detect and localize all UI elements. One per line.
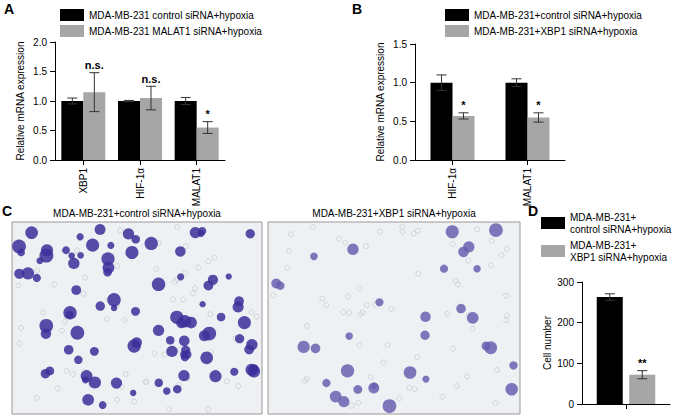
svg-text:MALAT1: MALAT1 — [191, 168, 202, 207]
svg-text:Relative mRNA expression: Relative mRNA expression — [375, 43, 386, 162]
svg-text:200: 200 — [557, 317, 574, 328]
svg-text:HIF-1α: HIF-1α — [135, 168, 146, 199]
svg-text:0: 0 — [568, 399, 574, 410]
svg-text:B: B — [352, 1, 362, 17]
svg-text:100: 100 — [557, 358, 574, 369]
svg-text:XBP1: XBP1 — [78, 168, 89, 194]
svg-text:C: C — [2, 203, 12, 219]
svg-text:MDA-MB-231+XBP1 siRNA+hypoxia: MDA-MB-231+XBP1 siRNA+hypoxia — [312, 208, 476, 219]
svg-text:MALAT1: MALAT1 — [522, 168, 533, 207]
svg-text:0.0: 0.0 — [393, 155, 407, 166]
svg-text:control siRNA+hypoxia: control siRNA+hypoxia — [570, 224, 672, 235]
svg-text:*: * — [461, 99, 466, 111]
svg-text:0.0: 0.0 — [33, 155, 47, 166]
svg-text:MDA-MB-231+: MDA-MB-231+ — [570, 212, 637, 223]
svg-text:XBP1 siRNA+hypoxia: XBP1 siRNA+hypoxia — [570, 252, 667, 263]
svg-text:300: 300 — [557, 277, 574, 288]
svg-text:MDA-MB-231+: MDA-MB-231+ — [570, 240, 637, 251]
svg-text:MDA-MB-231+XBP1 siRNA+hypoxia: MDA-MB-231+XBP1 siRNA+hypoxia — [474, 26, 638, 37]
svg-text:n.s.: n.s. — [85, 59, 104, 71]
svg-text:D: D — [528, 203, 539, 219]
svg-text:MDA-MB-231 control siRNA+hypox: MDA-MB-231 control siRNA+hypoxia — [89, 10, 254, 21]
svg-text:*: * — [536, 99, 541, 111]
svg-text:1.5: 1.5 — [393, 39, 407, 50]
svg-text:HIF-1α: HIF-1α — [447, 168, 458, 199]
svg-text:n.s.: n.s. — [142, 73, 161, 85]
svg-text:A: A — [4, 1, 14, 17]
svg-text:**: ** — [638, 357, 647, 369]
svg-text:MDA-MB-231+control siRNA+hypox: MDA-MB-231+control siRNA+hypoxia — [474, 10, 642, 21]
svg-text:0.5: 0.5 — [33, 125, 47, 136]
svg-text:Cell number: Cell number — [542, 315, 553, 370]
svg-text:1.0: 1.0 — [393, 77, 407, 88]
svg-text:Relative mRNA expression: Relative mRNA expression — [15, 42, 26, 161]
svg-text:1.0: 1.0 — [33, 96, 47, 107]
svg-text:0.5: 0.5 — [393, 116, 407, 127]
svg-text:2.0: 2.0 — [33, 37, 47, 48]
svg-text:MDA-MB-231 MALAT1 siRNA+hypoxi: MDA-MB-231 MALAT1 siRNA+hypoxia — [89, 26, 262, 37]
svg-text:MDA-MB-231+control siRNA+hypox: MDA-MB-231+control siRNA+hypoxia — [53, 208, 221, 219]
svg-text:*: * — [206, 108, 211, 120]
svg-text:1.5: 1.5 — [33, 66, 47, 77]
